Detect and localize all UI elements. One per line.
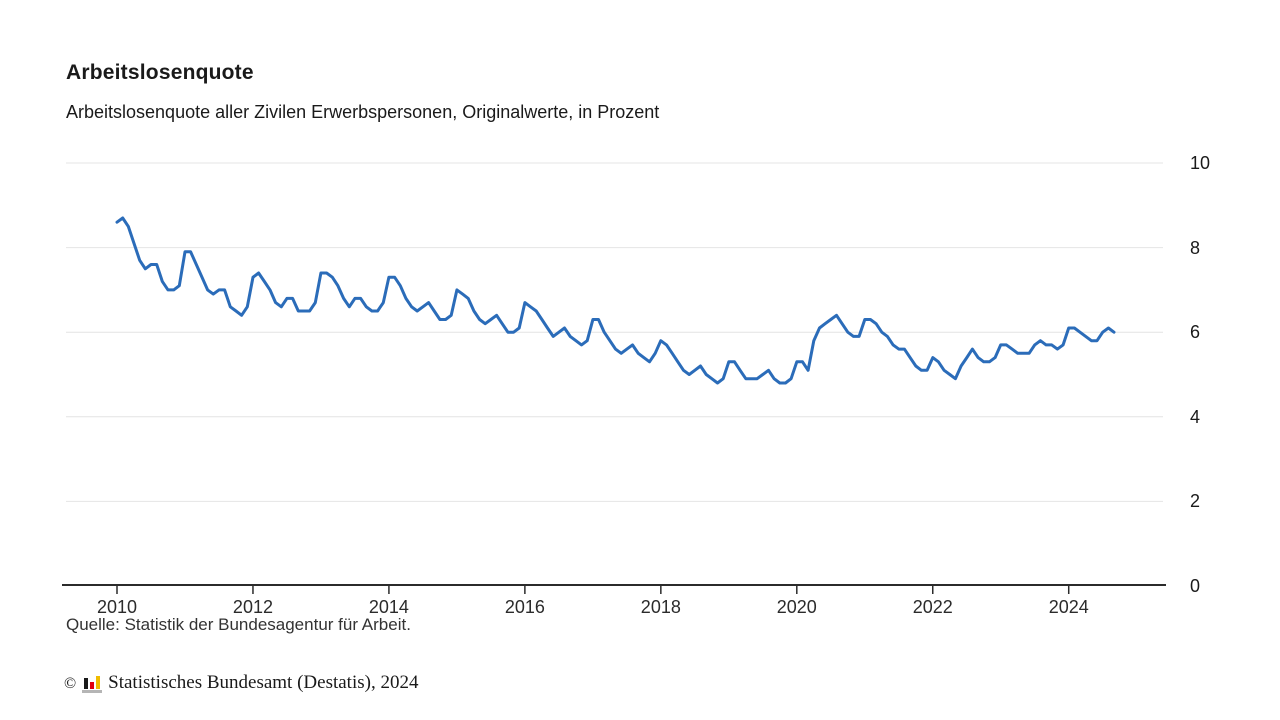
x-axis-label: 2022: [912, 597, 953, 617]
x-axis-label: 2020: [776, 597, 817, 617]
y-axis-label: 10: [1190, 153, 1211, 173]
chart-title: Arbeitslosenquote: [66, 61, 254, 84]
y-axis-label: 4: [1190, 406, 1201, 427]
logo-bar-red: [90, 682, 95, 689]
y-axis-label: 6: [1190, 322, 1201, 343]
chart-subtitle: Arbeitslosenquote aller Zivilen Erwerbsp…: [66, 102, 660, 122]
x-axis-label: 2016: [504, 597, 545, 617]
logo-bar-black: [84, 678, 89, 689]
logo-base: [82, 690, 103, 693]
y-axis-label: 0: [1190, 576, 1201, 596]
line-chart-plot: [62, 162, 1166, 594]
copyright-symbol: ©: [64, 675, 77, 692]
x-axis-label: 2024: [1048, 597, 1089, 617]
y-axis-label: 2: [1190, 491, 1201, 512]
y-axis-label: 8: [1190, 237, 1201, 258]
logo-bar-gold: [96, 676, 101, 689]
x-axis-label: 2018: [640, 597, 681, 617]
unemployment-rate-line: [115, 216, 1116, 385]
copyright-text: Statistisches Bundesamt (Destatis), 2024: [108, 672, 419, 693]
source-note: Quelle: Statistik der Bundesagentur für …: [66, 615, 411, 634]
copyright-line: © Statistisches Bundesamt (Destatis), 20…: [64, 672, 418, 694]
destatis-bar-chart-icon: [82, 673, 103, 693]
